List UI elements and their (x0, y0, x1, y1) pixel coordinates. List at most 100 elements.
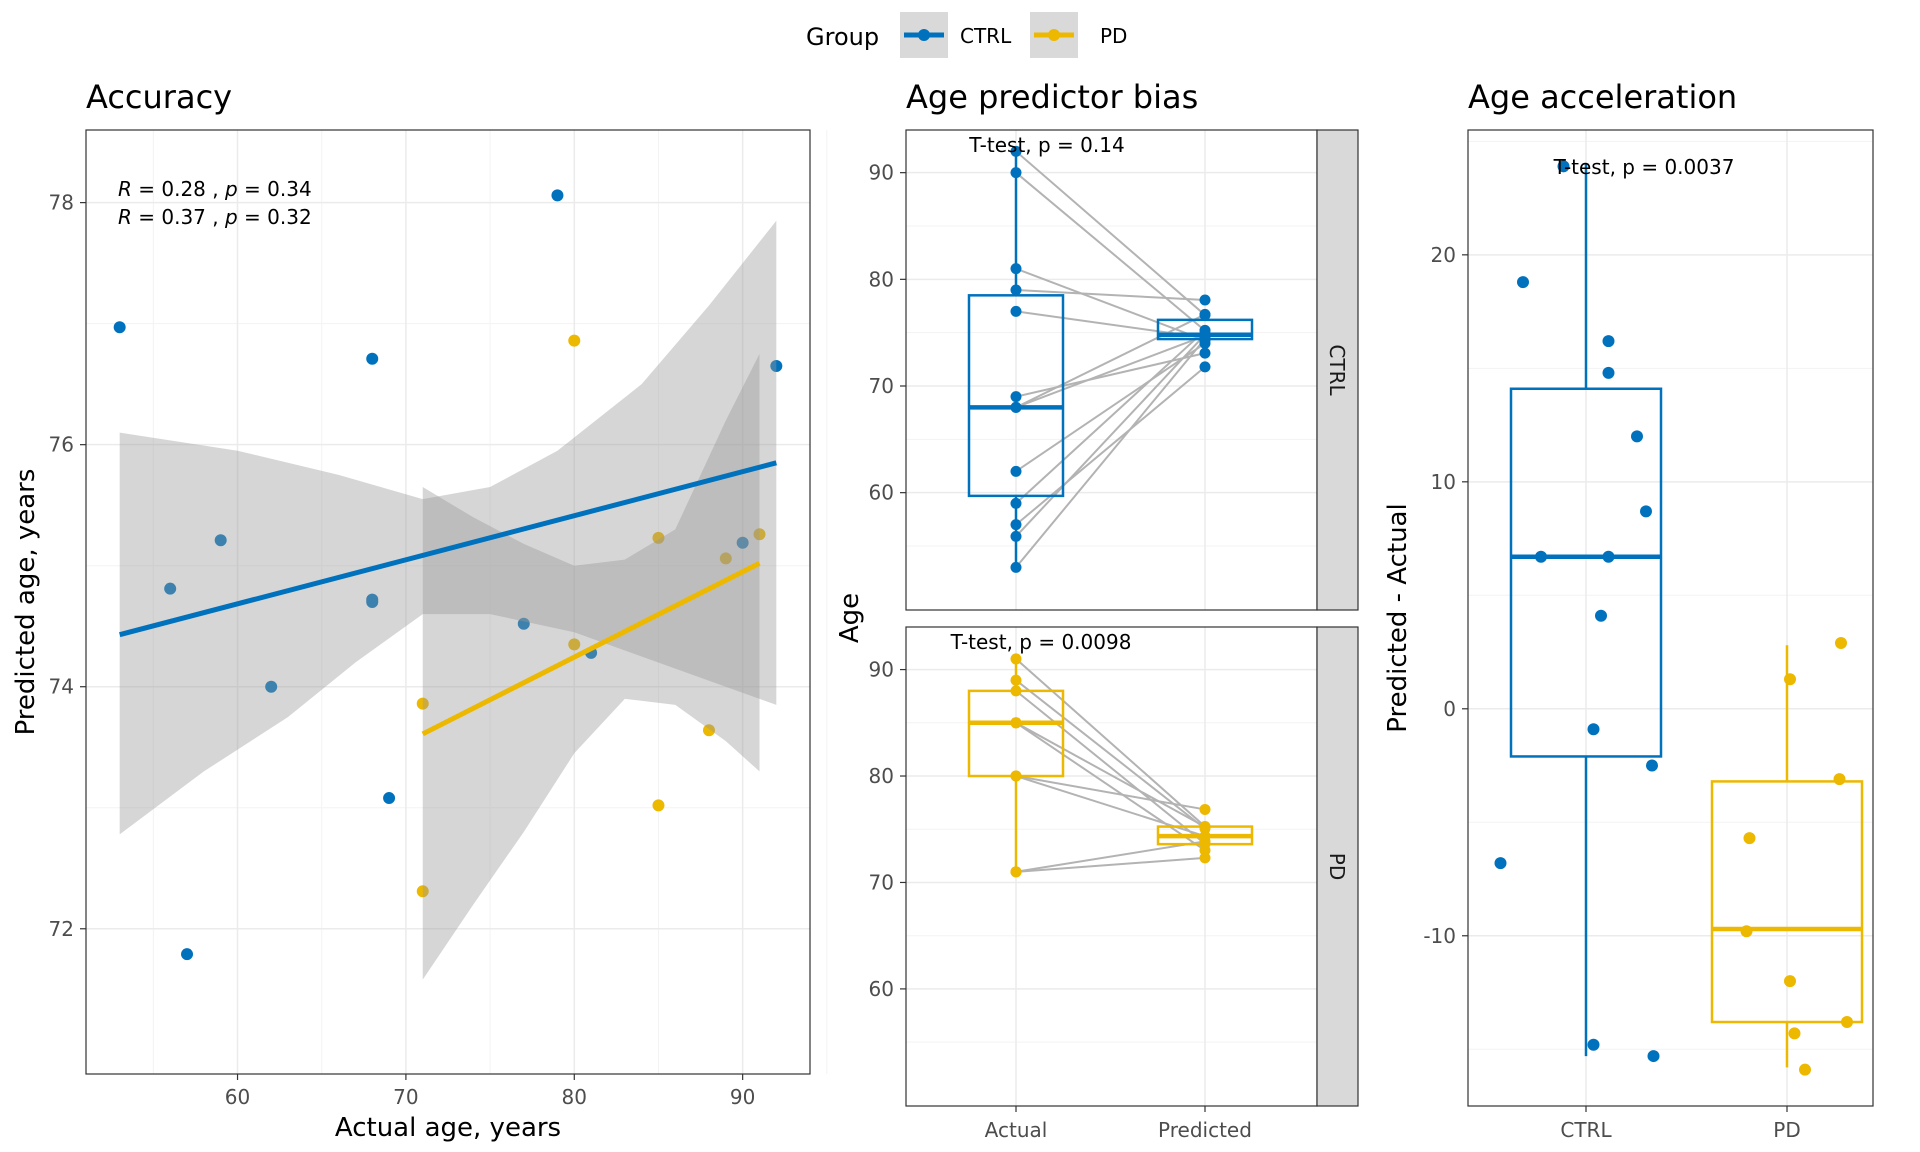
legend: Group CTRL PD (806, 12, 1127, 58)
legend-point-pd (1048, 29, 1060, 41)
point-ctrl (1602, 366, 1615, 379)
facet-strip-pd (1316, 626, 1359, 1107)
accuracy-y-axis-title: Predicted age, years (11, 469, 41, 736)
acceleration-background (1468, 130, 1873, 1106)
point-actual-ctrl (1010, 530, 1022, 542)
pair-line-ctrl (1015, 334, 1206, 409)
point-ctrl (1494, 857, 1507, 870)
pair-line-ctrl (1015, 171, 1206, 332)
y-tick-label: 80 (869, 764, 894, 788)
pair-line-ctrl (1015, 329, 1206, 505)
accuracy-background (86, 130, 810, 1074)
accuracy-correlation-ctrl: R = 0.28 , p = 0.34 (118, 177, 312, 201)
point-actual-ctrl (1010, 465, 1022, 477)
pair-line-pd (1015, 721, 1206, 828)
y-tick-label: 72 (49, 917, 74, 941)
panel-accuracy: Accuracy 60 70 80 90 72 74 76 78 R = 0.28 , p =… (11, 78, 828, 1143)
point-predicted-pd (1199, 830, 1211, 842)
point-actual-ctrl (1010, 391, 1022, 403)
point-predicted-ctrl (1199, 361, 1211, 373)
pair-line-pd (1015, 679, 1206, 830)
confidence-band-ctrl (119, 220, 777, 835)
bias-facet-background-pd (906, 627, 1317, 1106)
point-ctrl (366, 596, 379, 608)
pair-line-ctrl (1015, 334, 1206, 538)
pair-line-ctrl (1015, 352, 1206, 398)
x-tick-label: 70 (393, 1085, 418, 1109)
point-ctrl (1535, 550, 1547, 563)
x-tick-label-actual: Actual (985, 1118, 1048, 1142)
y-tick-label: 78 (49, 191, 74, 215)
pair-line-pd (1015, 840, 1206, 873)
point-ctrl (113, 321, 126, 334)
annotation-part: R (118, 205, 132, 229)
x-tick-label: 80 (562, 1085, 587, 1109)
legend-label-ctrl: CTRL (960, 24, 1012, 48)
x-tick-label: 60 (225, 1085, 250, 1109)
accuracy-marks (113, 189, 783, 980)
point-pd (416, 697, 429, 710)
annotation-part: = 0.37 , (132, 205, 225, 229)
point-pd (1788, 1027, 1801, 1040)
legend-title: Group (806, 23, 879, 51)
pair-line-ctrl (1015, 289, 1206, 302)
box-pd (1710, 780, 1864, 1024)
y-tick-label: 90 (869, 161, 894, 185)
point-actual-ctrl (1010, 305, 1022, 317)
point-ctrl (383, 792, 396, 805)
x-tick-label-predicted: Predicted (1158, 1118, 1252, 1142)
point-ctrl (1602, 550, 1615, 563)
pair-line-ctrl (1015, 366, 1206, 526)
point-ctrl (551, 189, 564, 202)
point-actual-pd (1010, 717, 1022, 729)
point-ctrl (265, 680, 278, 693)
pair-line-ctrl (1015, 150, 1206, 316)
point-actual-pd (1010, 685, 1022, 697)
point-ctrl (181, 948, 194, 961)
point-pd (1784, 673, 1796, 686)
pair-line-pd (1015, 856, 1206, 873)
point-predicted-pd (1199, 852, 1211, 864)
point-ctrl (1557, 160, 1570, 173)
point-ctrl (517, 617, 530, 630)
y-tick-label: 76 (49, 433, 74, 457)
point-actual-ctrl (1010, 284, 1022, 296)
confidence-band-pd (422, 353, 760, 980)
annotation-part: p (224, 205, 238, 229)
point-pd (416, 885, 429, 898)
y-tick-label: 60 (869, 977, 894, 1001)
fit-line-pd (421, 561, 761, 737)
annotation-part: R (118, 177, 132, 201)
point-ctrl (1595, 609, 1607, 622)
bias-facet-background-ctrl (906, 130, 1317, 610)
acceleration-y-axis-title: Predicted - Actual (1383, 503, 1413, 732)
point-pd (568, 334, 581, 347)
facet-strip-label-ctrl: CTRL (1325, 344, 1349, 396)
acceleration-ticks: -10 0 10 20 CTRL PD (1423, 243, 1800, 1142)
point-actual-ctrl (1010, 167, 1022, 179)
legend-label-pd: PD (1100, 24, 1127, 48)
y-tick-label: 74 (49, 675, 74, 699)
pair-line-ctrl (1015, 338, 1206, 568)
point-pd (1784, 975, 1796, 988)
bias-test-label-pd: T-test, p = 0.0098 (950, 630, 1132, 654)
pair-line-ctrl (1015, 267, 1206, 342)
y-tick-label: 70 (869, 870, 894, 894)
point-actual-ctrl (1010, 263, 1022, 275)
point-ctrl (1587, 1038, 1600, 1051)
point-ctrl (736, 536, 749, 549)
pair-line-pd (1015, 721, 1206, 852)
y-tick-label: 80 (869, 267, 894, 291)
y-tick-label: 90 (869, 658, 894, 682)
point-ctrl (770, 360, 783, 372)
annotation-part: = 0.34 (238, 177, 312, 201)
point-actual-ctrl (1010, 561, 1022, 573)
acceleration-marks (1494, 160, 1864, 1076)
point-actual-ctrl (1010, 519, 1022, 531)
pair-line-pd (1015, 690, 1206, 845)
pair-line-ctrl (1015, 342, 1206, 473)
point-predicted-ctrl (1199, 294, 1211, 306)
point-ctrl (1631, 430, 1643, 443)
x-tick-label: 90 (730, 1085, 755, 1109)
